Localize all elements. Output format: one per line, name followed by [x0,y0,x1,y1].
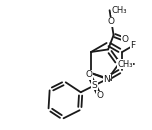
Text: F: F [131,41,136,50]
Text: N: N [105,74,112,83]
Text: CH₃: CH₃ [117,60,133,69]
Text: N: N [103,74,110,83]
Text: O: O [121,35,128,44]
Text: O: O [108,17,115,26]
Text: S: S [92,81,97,90]
Text: O: O [96,91,103,100]
Text: O: O [86,70,93,79]
Text: CH₃: CH₃ [112,6,127,15]
